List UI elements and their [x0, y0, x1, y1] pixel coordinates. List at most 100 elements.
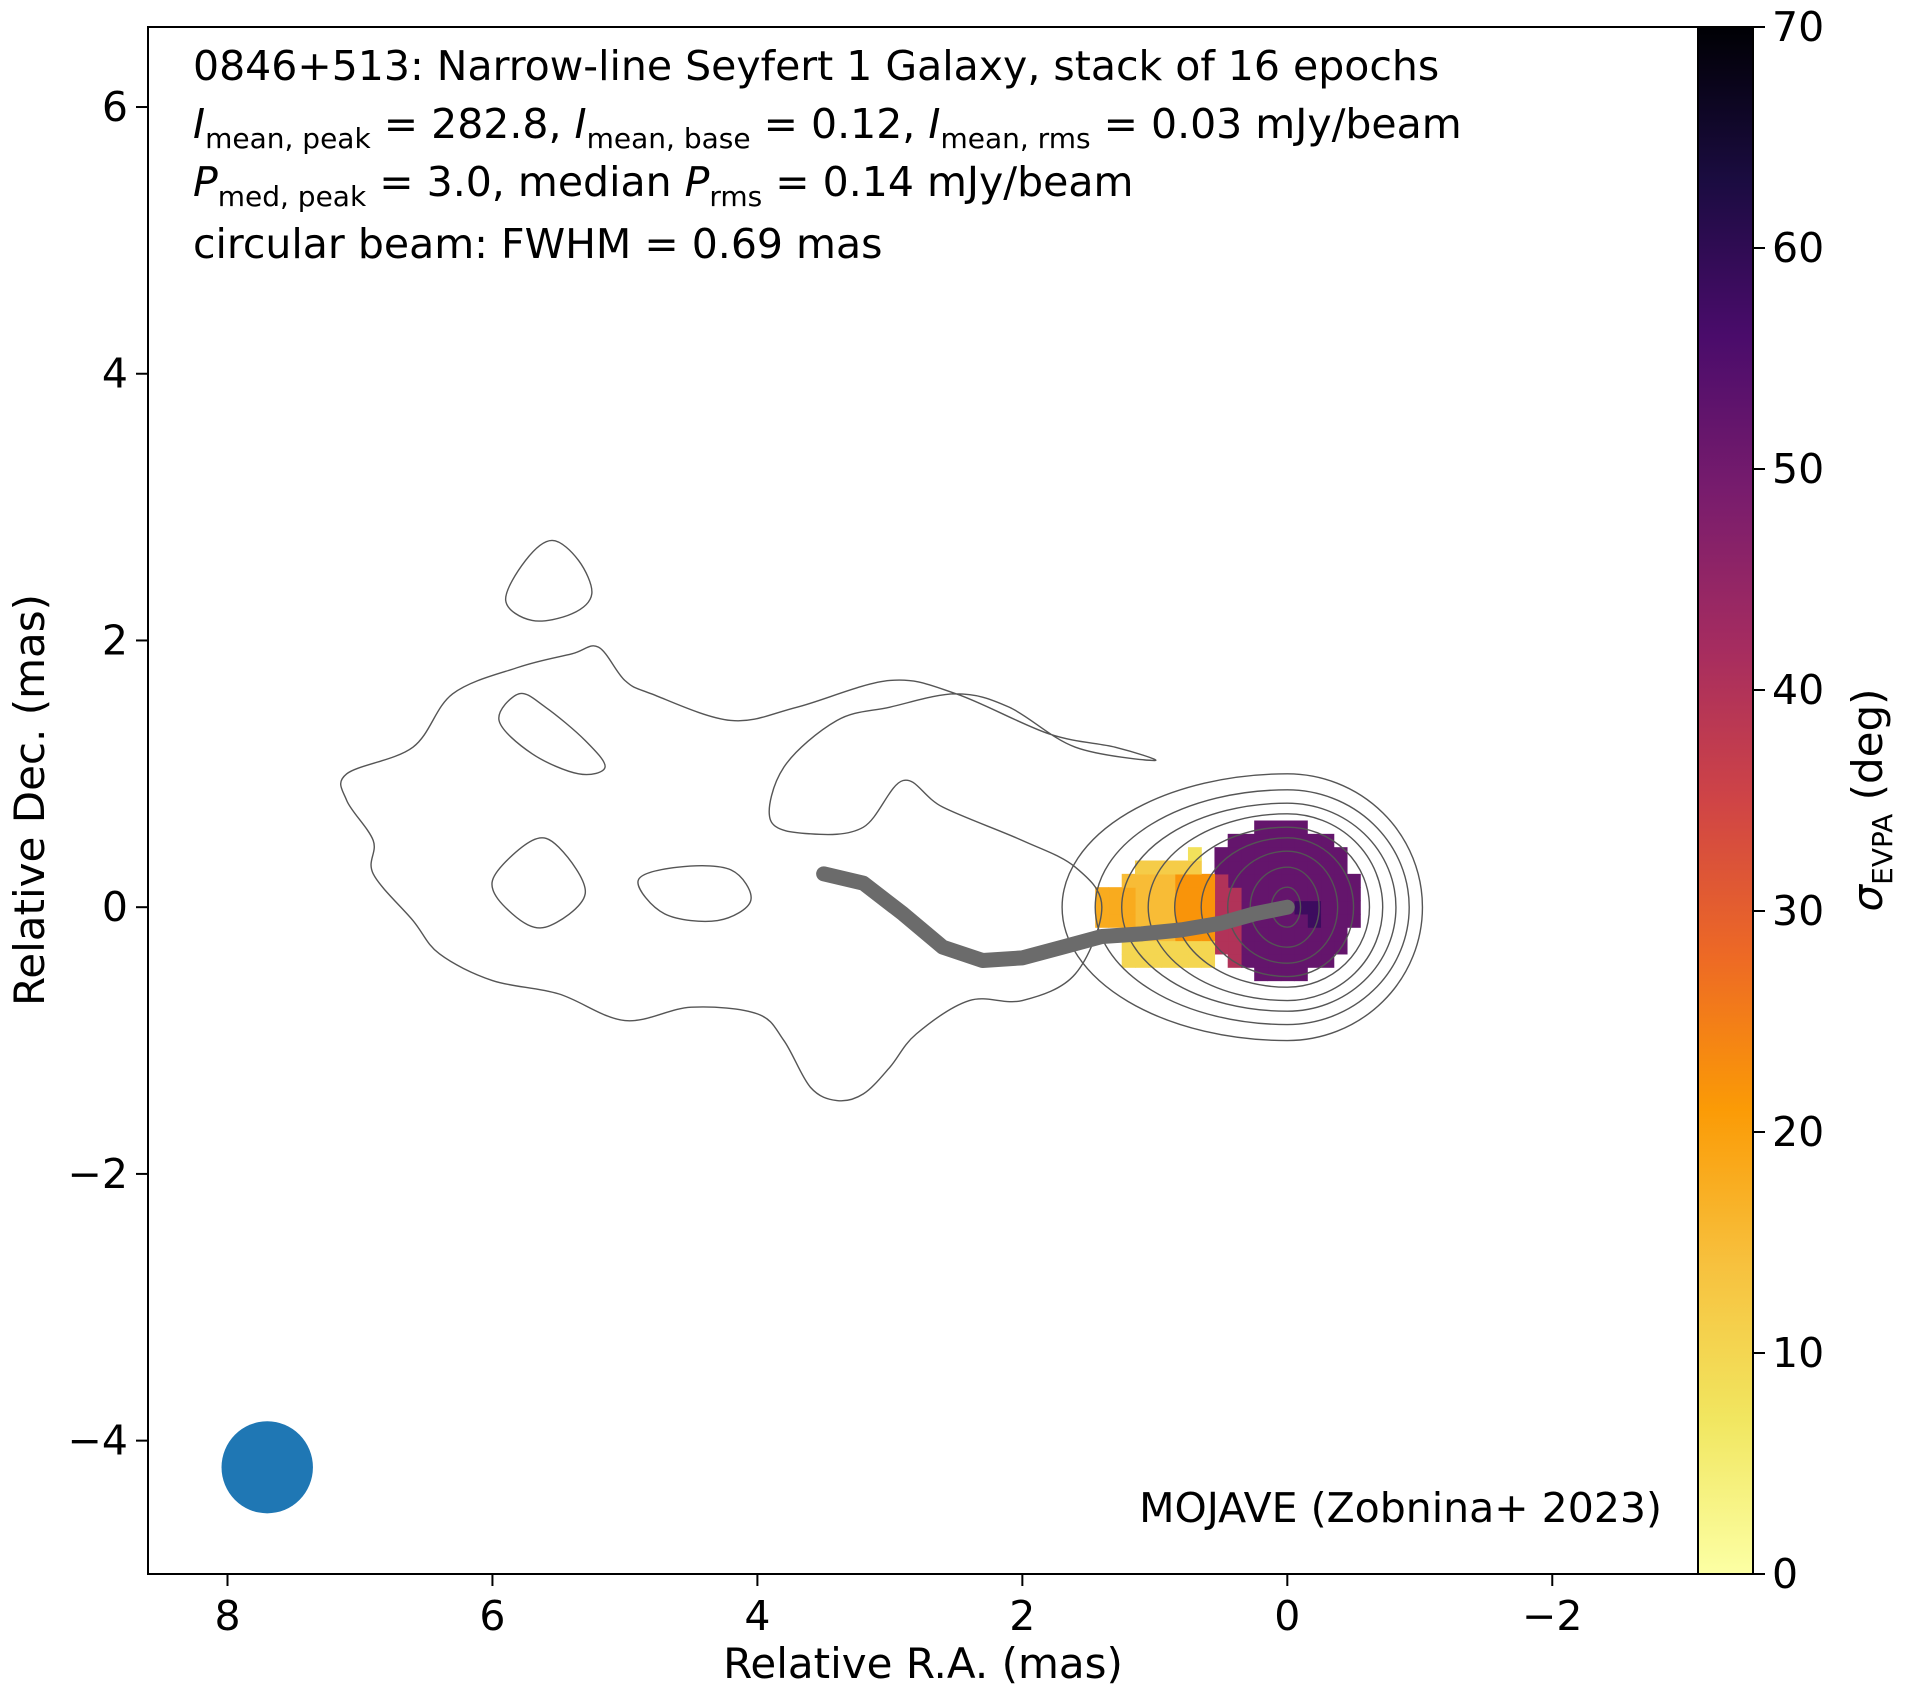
- colorbar-tick-label: 20: [1772, 1108, 1824, 1156]
- sigma-evpa-pixel: [1134, 900, 1149, 915]
- colorbar-tick-label: 0: [1772, 1550, 1798, 1598]
- sigma-evpa-pixel: [1148, 900, 1163, 915]
- sigma-evpa-pixel: [1161, 860, 1176, 875]
- plot-area: [147, 26, 1699, 1575]
- sigma-evpa-pixel: [1293, 913, 1308, 928]
- p-symbol: P: [193, 158, 218, 206]
- sigma-evpa-pixel: [1293, 887, 1308, 902]
- annotation-line-2: Imean, peak = 282.8, Imean, base = 0.12,…: [193, 100, 1462, 155]
- intensity-contour: [1121, 802, 1397, 1012]
- sigma-evpa-pixel: [1187, 900, 1202, 915]
- sigma-evpa-pixel: [1240, 860, 1255, 875]
- p-sub-peak: med, peak: [218, 180, 367, 213]
- intensity-contour: [498, 692, 606, 776]
- sigma-evpa-pixel: [1280, 887, 1295, 902]
- colorbar-tick-label: 40: [1772, 666, 1824, 714]
- i-rms-value: = 0.03 mJy/beam: [1091, 100, 1462, 148]
- sigma-evpa-pixel: [1307, 927, 1322, 942]
- p-symbol: P: [685, 158, 710, 206]
- sigma-evpa-pixel: [1333, 873, 1348, 888]
- sigma-evpa-pixel: [1174, 860, 1189, 875]
- sigma-evpa-pixel: [1201, 940, 1216, 955]
- sigma-evpa-pixel: [1267, 847, 1282, 862]
- sigma-evpa-pixel: [1240, 940, 1255, 955]
- sigma-evpa-pixel: [1121, 887, 1136, 902]
- intensity-contour: [1249, 866, 1320, 948]
- intensity-contour: [1270, 886, 1302, 928]
- colorbar-unit: (deg): [1843, 688, 1892, 813]
- x-tick-label: 0: [1274, 1592, 1300, 1640]
- intensity-contour: [1174, 826, 1371, 988]
- x-tick-label: 8: [214, 1592, 240, 1640]
- sigma-evpa-pixel: [1267, 833, 1282, 848]
- i-symbol: I: [575, 100, 587, 148]
- sigma-evpa-pixel: [1148, 887, 1163, 902]
- colorbar-label: σEVPA (deg): [1843, 688, 1899, 911]
- colorbar-tick-label: 70: [1772, 3, 1824, 51]
- sigma-evpa-pixel: [1293, 873, 1308, 888]
- sigma-evpa-pixel: [1187, 873, 1202, 888]
- sigma-evpa-pixel: [1108, 900, 1123, 915]
- sigma-evpa-pixel: [1187, 847, 1202, 862]
- intensity-contour: [1200, 837, 1355, 978]
- sigma-evpa-pixel: [1161, 873, 1176, 888]
- x-axis: 8 6 4 2 0 −2: [214, 1574, 1583, 1640]
- sigma-evpa-pixel: [1293, 940, 1308, 955]
- sigma-evpa-pixel: [1280, 927, 1295, 942]
- y-tick-label: 4: [102, 350, 128, 398]
- sigma-evpa-pixel: [1280, 833, 1295, 848]
- sigma-evpa-pixel: [1293, 967, 1308, 982]
- x-tick-label: 4: [744, 1592, 770, 1640]
- sigma-evpa-pixel: [1293, 833, 1308, 848]
- intensity-contour: [1094, 789, 1410, 1026]
- sigma-evpa-pixel: [1346, 887, 1361, 902]
- sigma-evpa-pixel: [1121, 953, 1136, 968]
- colorbar: 0 10 20 30 40 50 60 70 σEVPA (deg): [1697, 3, 1899, 1598]
- sigma-symbol: σ: [1843, 884, 1892, 912]
- sigma-evpa-pixel: [1227, 860, 1242, 875]
- beam-ellipse: [221, 1421, 313, 1514]
- sigma-evpa-pixel: [1134, 940, 1149, 955]
- sigma-evpa-pixel: [1201, 900, 1216, 915]
- sigma-evpa-pixel: [1293, 820, 1308, 835]
- i-symbol: I: [928, 100, 940, 148]
- sigma-evpa-pixel: [1267, 953, 1282, 968]
- sigma-evpa-pixel: [1307, 833, 1322, 848]
- sigma-evpa-pixel: [1307, 940, 1322, 955]
- sigma-evpa-pixel: [1333, 927, 1348, 942]
- sigma-evpa-pixel: [1293, 847, 1308, 862]
- sigma-evpa-pixel: [1187, 887, 1202, 902]
- i-sub-base: mean, base: [587, 122, 751, 155]
- beam-circle: [221, 1421, 313, 1514]
- sigma-evpa-pixel: [1187, 953, 1202, 968]
- sigma-evpa-pixel: [1214, 940, 1229, 955]
- i-sub-rms: mean, rms: [940, 122, 1090, 155]
- i-peak-value: = 282.8,: [371, 100, 575, 148]
- sigma-evpa-pixel: [1320, 927, 1335, 942]
- sigma-subscript: EVPA: [1866, 814, 1899, 885]
- annotation-line-4: circular beam: FWHM = 0.69 mas: [193, 220, 882, 268]
- sigma-evpa-pixel: [1134, 953, 1149, 968]
- sigma-evpa-pixel: [1214, 887, 1229, 902]
- y-tick-label: −2: [68, 1150, 128, 1198]
- sigma-evpa-pixel: [1267, 940, 1282, 955]
- annotation-line-1: 0846+513: Narrow-line Seyfert 1 Galaxy, …: [193, 42, 1439, 90]
- credit-label: MOJAVE (Zobnina+ 2023): [1139, 1484, 1662, 1532]
- y-axis: −4 −2 0 2 4 6: [68, 83, 148, 1465]
- y-tick-label: −4: [68, 1417, 128, 1465]
- colorbar-tick-label: 60: [1772, 224, 1824, 272]
- annotation-line-3: Pmed, peak = 3.0, median Prms = 0.14 mJy…: [193, 158, 1133, 213]
- sigma-evpa-pixel: [1174, 887, 1189, 902]
- sigma-evpa-pixel: [1240, 847, 1255, 862]
- intensity-contour: [340, 645, 1157, 1102]
- sigma-evpa-pixel: [1148, 913, 1163, 928]
- sigma-evpa-pixel: [1254, 847, 1269, 862]
- sigma-evpa-pixel: [1320, 940, 1335, 955]
- sigma-evpa-pixel: [1214, 900, 1229, 915]
- colorbar-tick-label: 10: [1772, 1329, 1824, 1377]
- ridge-line: [816, 866, 1295, 969]
- sigma-evpa-pixel: [1320, 833, 1335, 848]
- sigma-evpa-pixel: [1267, 967, 1282, 982]
- sigma-evpa-pixel: [1148, 940, 1163, 955]
